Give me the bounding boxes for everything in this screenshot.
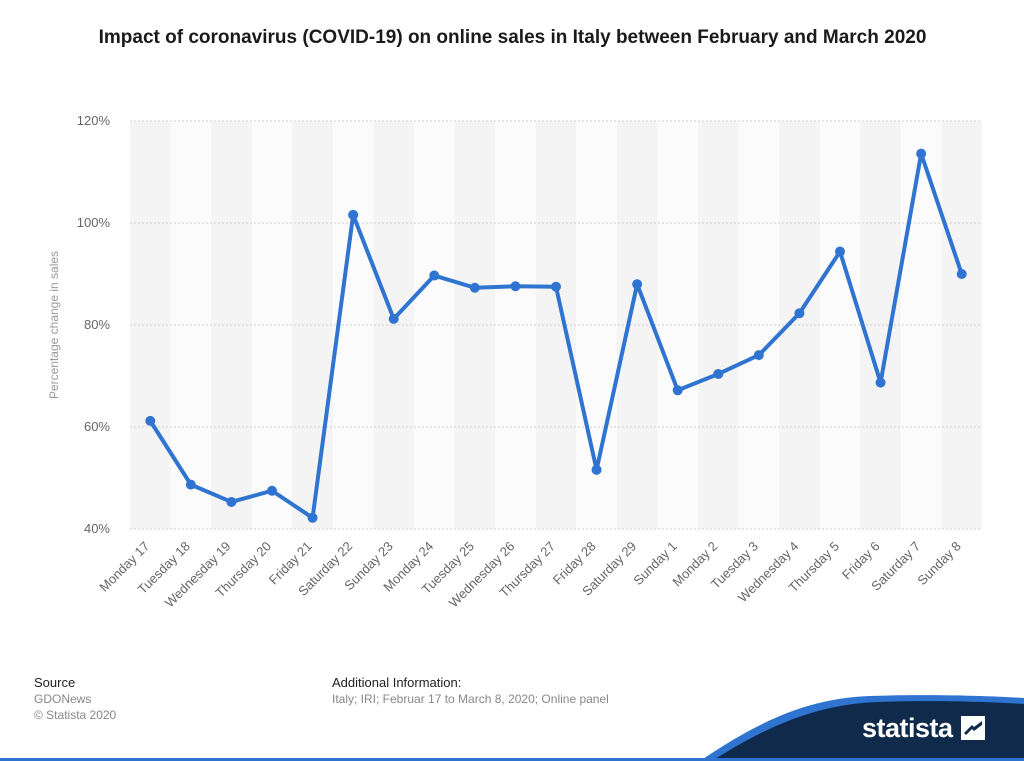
data-point[interactable] bbox=[794, 308, 805, 319]
x-tick-label: Sunday 8 bbox=[914, 539, 963, 588]
data-point[interactable] bbox=[510, 281, 521, 292]
data-point[interactable] bbox=[713, 368, 724, 379]
data-point[interactable] bbox=[916, 148, 927, 159]
data-point[interactable] bbox=[672, 385, 683, 396]
data-point[interactable] bbox=[875, 377, 886, 388]
y-tick-label: 100% bbox=[77, 215, 111, 230]
data-point[interactable] bbox=[307, 512, 318, 523]
source-value[interactable]: GDONews bbox=[34, 692, 92, 706]
data-point[interactable] bbox=[348, 209, 359, 220]
brand-wave bbox=[0, 695, 1024, 761]
data-point[interactable] bbox=[145, 415, 156, 426]
gridlines bbox=[130, 120, 982, 530]
additional-info-label: Additional Information: bbox=[332, 675, 462, 690]
chart-title: Impact of coronavirus (COVID-19) on onli… bbox=[98, 27, 927, 48]
data-point[interactable] bbox=[632, 279, 643, 290]
data-point[interactable] bbox=[429, 270, 440, 281]
data-point[interactable] bbox=[226, 496, 237, 507]
additional-info-value: Italy; IRI; Februar 17 to March 8, 2020;… bbox=[332, 692, 609, 706]
y-axis-label: Percentage change in sales bbox=[47, 251, 61, 399]
data-point[interactable] bbox=[267, 485, 277, 496]
y-tick-label: 80% bbox=[84, 317, 110, 332]
data-point[interactable] bbox=[591, 464, 602, 475]
data-point[interactable] bbox=[835, 246, 845, 257]
source-label: Source bbox=[34, 675, 76, 690]
y-tick-label: 40% bbox=[84, 521, 110, 536]
data-point[interactable] bbox=[956, 269, 967, 279]
statista-logo[interactable]: statista bbox=[862, 712, 985, 744]
data-point[interactable] bbox=[388, 313, 399, 324]
y-tick-label: 120% bbox=[77, 113, 111, 128]
brand-name: statista bbox=[862, 712, 953, 743]
data-point[interactable] bbox=[469, 282, 480, 293]
series-line bbox=[145, 148, 967, 523]
copyright: © Statista 2020 bbox=[34, 708, 117, 722]
statista-logo-icon bbox=[960, 716, 985, 740]
data-point[interactable] bbox=[185, 479, 196, 490]
y-axis: 40% 60% 80% 100% 120% bbox=[77, 113, 111, 536]
y-tick-label: 60% bbox=[84, 419, 110, 434]
data-point[interactable] bbox=[753, 350, 764, 361]
data-point[interactable] bbox=[551, 281, 561, 292]
